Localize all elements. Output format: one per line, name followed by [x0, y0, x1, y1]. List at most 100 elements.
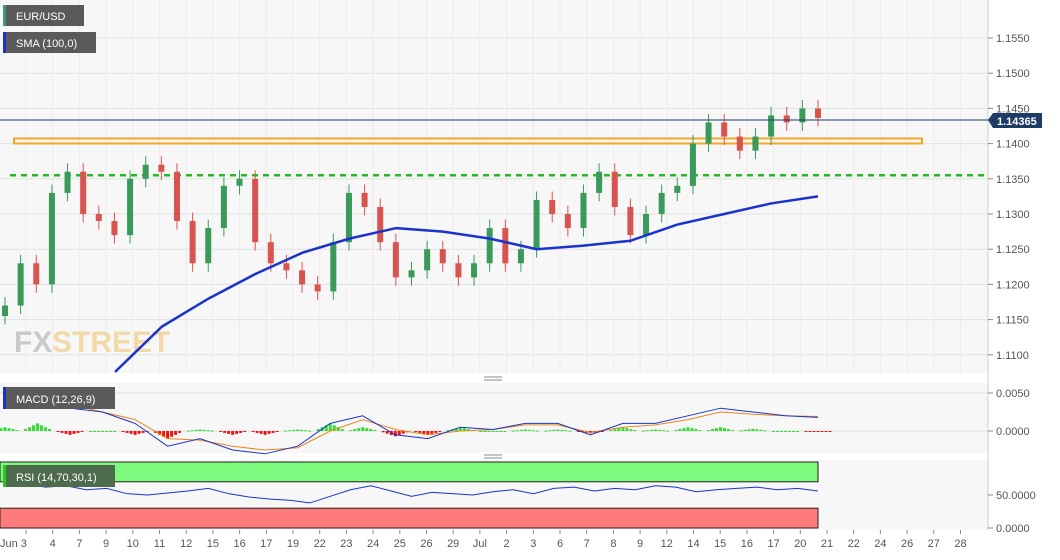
y-tick-label: 0.0000: [996, 426, 1030, 438]
watermark-street: STREET: [52, 326, 170, 359]
macd-histogram-bar: [491, 431, 495, 432]
macd-histogram-bar: [336, 427, 340, 431]
candle-body: [314, 284, 321, 292]
x-tick-label: 14: [687, 538, 699, 550]
macd-histogram-bar: [243, 431, 247, 432]
candle-body: [345, 192, 352, 243]
candle-body: [689, 143, 696, 186]
macd-histogram-bar: [365, 428, 369, 431]
x-tick-label: 17: [767, 538, 779, 550]
macd-histogram-bar: [747, 429, 751, 431]
macd-histogram-bar: [251, 431, 255, 432]
macd-histogram-bar: [15, 430, 19, 432]
macd-histogram-bar: [698, 430, 702, 432]
candle-body: [158, 164, 165, 172]
macd-histogram-bar: [259, 431, 263, 434]
candle-body: [752, 136, 759, 151]
candle-body: [643, 214, 650, 236]
macd-histogram-bar: [787, 431, 791, 432]
macd-histogram-bar: [178, 431, 182, 433]
macd-label: MACD (12,26,9): [16, 394, 95, 406]
macd-histogram-bar: [743, 429, 747, 431]
macd-histogram-bar: [133, 431, 137, 435]
macd-histogram-bar: [28, 427, 32, 431]
x-tick-label: 28: [954, 538, 966, 550]
y-tick-label: 1.1250: [996, 244, 1030, 256]
macd-signal-line: [4, 396, 819, 451]
candle-body: [564, 214, 571, 229]
macd-histogram-bar: [678, 429, 682, 431]
candle-body: [815, 108, 821, 118]
macd-histogram-bar: [487, 431, 491, 432]
y-tick-label: 1.1100: [996, 350, 1029, 362]
macd-histogram-bar: [239, 431, 243, 433]
macd-histogram-bar: [190, 430, 194, 432]
candle-body: [205, 228, 212, 264]
macd-histogram-bar: [48, 429, 52, 431]
macd-histogram-bar: [271, 431, 275, 433]
macd-histogram-bar: [454, 428, 458, 431]
rsi-overbought-zone: [0, 461, 819, 483]
symbol-badge[interactable]: EUR/USD: [3, 5, 84, 26]
macd-histogram-bar: [72, 431, 76, 434]
candle-body: [439, 249, 446, 264]
sma-badge[interactable]: SMA (100,0): [3, 32, 96, 53]
y-tick-label: 0.0000: [996, 523, 1030, 535]
macd-histogram-bar: [125, 431, 129, 433]
macd-histogram-bar: [682, 428, 686, 431]
rsi-badge[interactable]: RSI (14,70,30,1): [3, 465, 115, 487]
candle-body: [17, 263, 24, 306]
macd-histogram-bar: [629, 429, 633, 431]
candle-body: [267, 242, 274, 264]
macd-histogram-bar: [166, 431, 170, 439]
macd-histogram-bar: [24, 429, 28, 431]
y-tick-label: 50.0000: [996, 490, 1036, 502]
macd-histogram-bar: [56, 431, 60, 432]
macd-histogram-bar: [613, 429, 617, 431]
candle-body: [64, 171, 71, 193]
candle-body: [392, 242, 399, 278]
macd-histogram-bar: [430, 431, 434, 434]
candle-body: [299, 270, 306, 285]
macd-histogram-bar: [121, 431, 125, 432]
x-tick-label: 25: [394, 538, 406, 550]
candle-body: [95, 214, 102, 222]
x-tick-label: 24: [367, 538, 379, 550]
pane-resize-handle[interactable]: [484, 376, 502, 381]
macd-histogram-bar: [653, 429, 657, 431]
y-axis: 1.1550 1.1500 1.1450 1.1400 1.1350 1.1300 1.12…: [988, 33, 1036, 535]
sma-label: SMA (100,0): [16, 38, 77, 50]
macd-histogram-bar: [308, 430, 312, 432]
macd-histogram-bar: [198, 429, 202, 431]
macd-histogram-bar: [36, 423, 40, 431]
macd-histogram-bar: [101, 431, 105, 432]
x-tick-label: 22: [848, 538, 860, 550]
macd-histogram-bar: [275, 431, 279, 432]
x-tick-label: 6: [557, 538, 563, 550]
macd-histogram-bar: [556, 429, 560, 431]
x-tick-label: 29: [447, 538, 459, 550]
macd-histogram-bar: [141, 431, 145, 433]
candle-body: [142, 164, 149, 179]
macd-histogram-bar: [795, 431, 799, 432]
current-price-label: 1.14365: [997, 116, 1037, 128]
macd-histogram-bar: [706, 430, 710, 432]
macd-histogram-bar: [722, 428, 726, 431]
x-tick-label: 9: [637, 538, 643, 550]
resistance-line: [13, 137, 923, 145]
x-tick-label: 4: [50, 538, 56, 550]
macd-histogram-bar: [235, 431, 239, 434]
macd-histogram-bar: [44, 427, 48, 431]
candle-body: [252, 178, 259, 243]
x-tick-label: 15: [714, 538, 726, 550]
pane-resize-handle[interactable]: [484, 454, 502, 459]
macd-badge[interactable]: MACD (12,26,9): [3, 387, 115, 409]
macd-histogram-bar: [820, 431, 824, 432]
macd-histogram-bar: [535, 430, 539, 432]
y-tick-label: 1.1550: [996, 33, 1030, 45]
macd-histogram-bar: [763, 430, 767, 432]
x-tick-label: 27: [928, 538, 940, 550]
macd-histogram-bar: [446, 430, 450, 432]
x-tick-label: Jun 3: [0, 538, 27, 550]
